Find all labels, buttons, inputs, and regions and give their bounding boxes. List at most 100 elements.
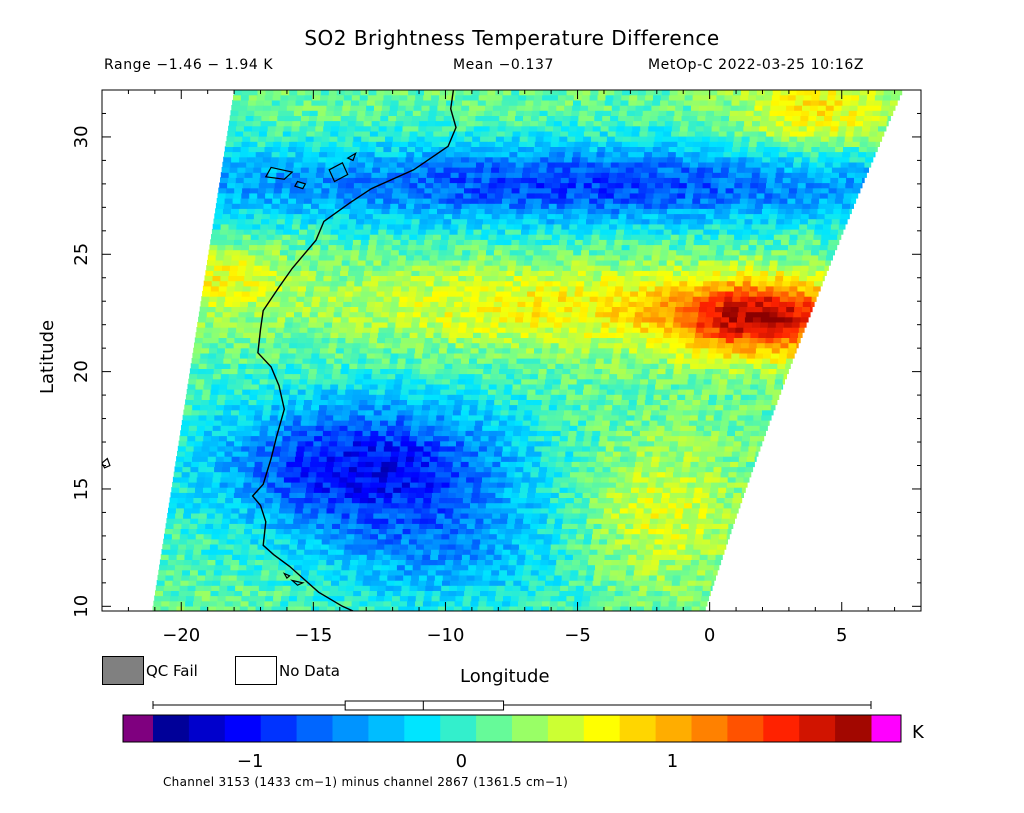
swath-cell [441,280,450,287]
swath-cell [586,569,595,576]
swath-cell [665,368,674,375]
swath-cell [200,301,209,307]
swath-cell [306,383,315,390]
swath-cell [279,502,289,509]
swath-cell [705,316,714,323]
swath-cell [352,595,361,602]
swath-cell [632,275,641,282]
swath-cell [364,265,374,271]
swath-cell [216,301,225,307]
swath-cell [512,487,521,493]
swath-cell [464,337,473,344]
swath-cell [593,574,602,581]
swath-cell [303,352,312,359]
swath-cell [343,554,352,560]
swath-cell [296,296,305,302]
swath-cell [319,502,328,509]
swath-cell [552,378,562,385]
swath-cell [599,487,608,493]
swath-cell [290,285,299,292]
swath-cell [724,399,733,406]
swath-cell [202,285,212,292]
swath-cell [265,492,275,498]
swath-cell [651,358,660,364]
swath-cell [219,585,228,591]
swath-cell [645,497,654,504]
swath-cell [658,461,668,468]
swath-cell [688,476,697,483]
swath-cell [211,280,221,287]
swath-cell [689,420,698,426]
swath-cell [258,337,267,344]
swath-cell [573,502,582,509]
swath-cell [399,595,409,602]
swath-cell [678,337,687,344]
swath-cell [596,507,605,514]
swath-cell [609,420,619,426]
swath-cell [605,445,615,452]
swath-cell [266,337,275,344]
swath-cell [484,564,493,571]
swath-cell [369,383,379,390]
swath-cell [543,440,552,447]
swath-cell [379,523,389,529]
swath-cell [359,549,369,555]
swath-cell [295,404,304,411]
swath-cell [486,445,496,452]
swath-cell [597,600,606,607]
swath-cell [217,342,227,349]
swath-cell [436,363,445,369]
swath-cell [225,492,235,498]
swath-cell [718,435,727,442]
swath-cell [460,512,469,519]
swath-cell [427,569,437,576]
swath-cell [805,285,814,292]
swath-cell [423,347,432,354]
swath-cell [486,296,496,302]
swath-cell [442,327,451,333]
swath-cell [521,476,531,483]
swath-cell [455,290,465,297]
swath-cell [319,301,328,307]
swath-cell [812,290,819,297]
swath-cell [341,466,350,473]
swath-cell [214,564,224,571]
swath-cell [497,476,507,483]
swath-cell [311,502,320,509]
swath-cell [587,512,596,519]
swath-cell [450,373,460,380]
swath-cell [546,518,556,524]
swath-cell [564,605,574,611]
swath-cell [579,358,589,364]
swath-cell [419,373,428,380]
swath-cell [768,420,770,426]
swath-cell [478,296,488,302]
swath-cell [481,528,491,535]
swath-cell [191,409,200,416]
swath-cell [184,554,193,560]
swath-cell [505,580,514,586]
swath-cell [234,487,244,493]
swath-cell [330,585,339,591]
swath-cell [359,450,368,457]
swath-cell [368,290,378,297]
swath-cell [780,290,790,297]
swath-cell [344,543,354,550]
swath-cell [382,352,392,359]
swath-cell [378,327,388,333]
swath-cell [291,378,300,385]
swath-cell [728,270,737,276]
swath-cell [655,430,665,437]
swath-cell [234,285,244,292]
swath-cell [167,564,176,571]
swath-cell [673,471,682,478]
swath-cell [376,543,385,550]
swath-cell [194,543,203,550]
swath-cell [338,280,347,287]
swath-cell [212,425,222,431]
swath-cell [225,445,234,452]
swath-cell [158,569,167,576]
swath-cell [206,512,216,519]
swath-cell [595,559,605,566]
swath-cell [237,569,246,576]
